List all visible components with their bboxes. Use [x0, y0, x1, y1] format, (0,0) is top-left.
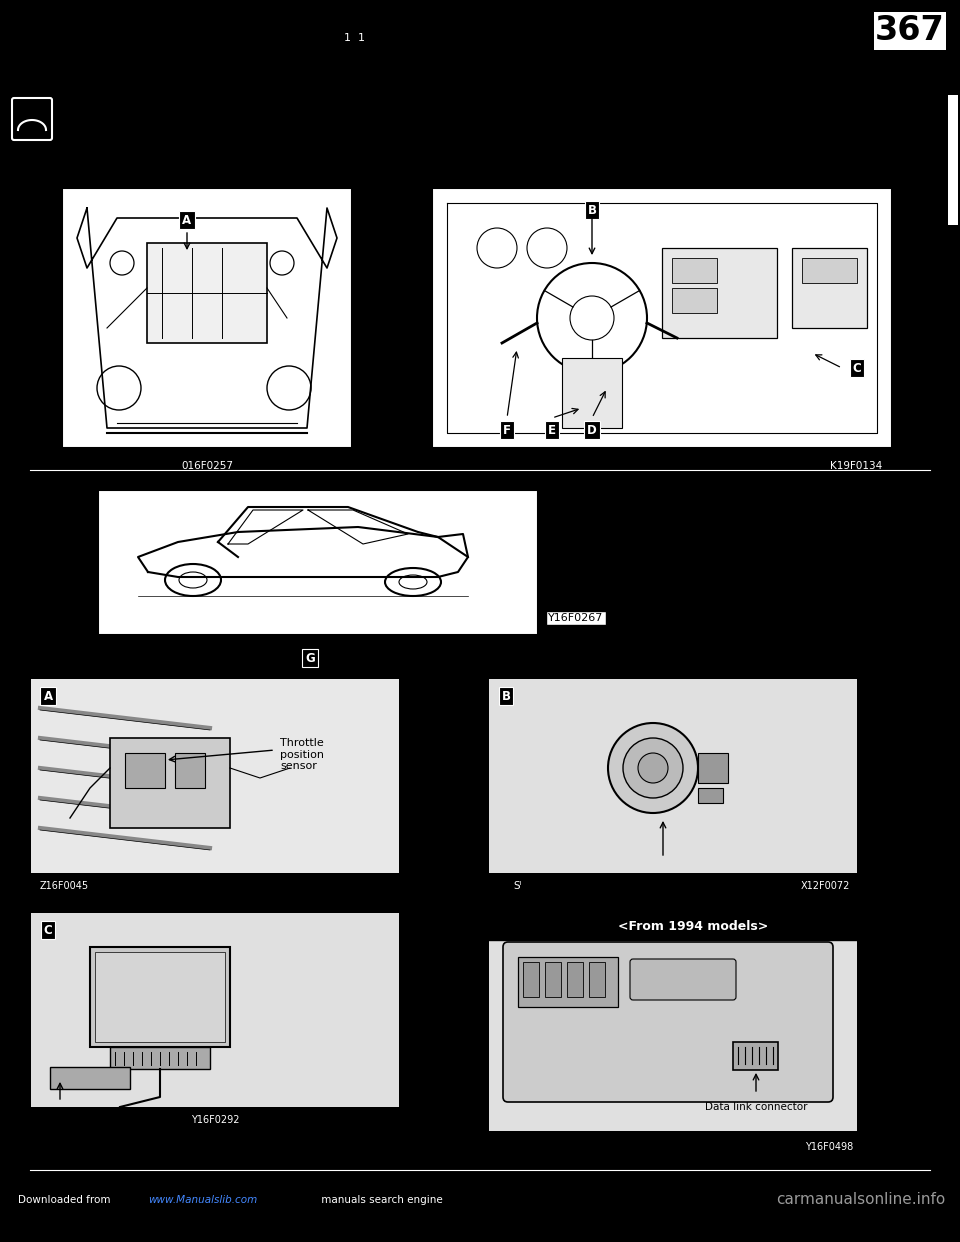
- Bar: [30, 678, 400, 898]
- Text: manuals search engine: manuals search engine: [318, 1195, 443, 1205]
- Bar: [733, 1042, 778, 1071]
- Bar: [489, 679, 857, 897]
- Text: D: D: [501, 919, 511, 933]
- Circle shape: [638, 753, 668, 782]
- Bar: [0, 1170, 960, 1242]
- Text: Z16F0045: Z16F0045: [40, 886, 89, 895]
- Bar: [802, 258, 857, 283]
- FancyBboxPatch shape: [630, 959, 736, 1000]
- Bar: [98, 491, 538, 635]
- Bar: [125, 753, 165, 787]
- Text: C: C: [852, 361, 861, 375]
- Bar: [50, 1067, 130, 1089]
- Bar: [31, 913, 399, 1131]
- Text: carmanualsonline.info: carmanualsonline.info: [776, 1192, 945, 1207]
- Bar: [147, 243, 267, 343]
- Bar: [488, 912, 858, 1131]
- Text: K19F0134: K19F0134: [829, 461, 882, 471]
- Bar: [545, 963, 561, 997]
- Bar: [672, 258, 717, 283]
- Circle shape: [623, 738, 683, 799]
- Text: Throttle
position
sensor: Throttle position sensor: [280, 738, 324, 771]
- Bar: [90, 946, 230, 1047]
- Bar: [489, 913, 857, 1131]
- Text: <From 1994 models>: <From 1994 models>: [618, 919, 768, 933]
- FancyBboxPatch shape: [503, 941, 833, 1102]
- Bar: [562, 358, 622, 428]
- Bar: [31, 679, 399, 897]
- Text: Y16F0292: Y16F0292: [191, 1115, 239, 1125]
- Text: www.Manualslib.com: www.Manualslib.com: [148, 1195, 257, 1205]
- Text: D: D: [588, 424, 597, 436]
- Text: B: B: [588, 204, 596, 216]
- Bar: [488, 678, 858, 898]
- Bar: [30, 1107, 400, 1131]
- Bar: [698, 787, 723, 804]
- Bar: [110, 1047, 210, 1069]
- Text: F: F: [503, 424, 511, 436]
- Bar: [948, 94, 958, 225]
- FancyBboxPatch shape: [12, 98, 52, 140]
- Text: 367: 367: [876, 15, 945, 47]
- Bar: [698, 753, 728, 782]
- Text: B: B: [501, 689, 511, 703]
- Bar: [518, 958, 618, 1007]
- Bar: [30, 912, 400, 1131]
- Bar: [589, 963, 605, 997]
- Text: G: G: [305, 652, 315, 664]
- Bar: [432, 188, 892, 448]
- Text: Downloaded from: Downloaded from: [18, 1195, 113, 1205]
- Bar: [62, 188, 352, 448]
- Bar: [672, 288, 717, 313]
- Bar: [175, 753, 205, 787]
- Text: C: C: [43, 924, 53, 936]
- Text: Data link connector: Data link connector: [705, 1102, 807, 1112]
- Bar: [662, 248, 777, 338]
- Bar: [523, 963, 539, 997]
- Text: A: A: [43, 689, 53, 703]
- Bar: [110, 738, 230, 828]
- Text: A: A: [182, 214, 192, 226]
- Text: Sᴵ: Sᴵ: [514, 881, 522, 891]
- Text: E: E: [548, 424, 556, 436]
- Bar: [792, 248, 867, 328]
- Bar: [0, 0, 960, 62]
- Text: 016F0257: 016F0257: [181, 461, 233, 471]
- Text: X12F0072: X12F0072: [801, 881, 850, 891]
- Bar: [95, 953, 225, 1042]
- Bar: [488, 912, 858, 940]
- Bar: [488, 873, 858, 898]
- Text: Y16F0498: Y16F0498: [804, 1141, 853, 1153]
- Bar: [30, 873, 400, 898]
- Bar: [567, 963, 583, 997]
- Bar: [874, 12, 946, 50]
- Circle shape: [608, 723, 698, 814]
- Text: Y16F0267: Y16F0267: [548, 614, 604, 623]
- Text: 1  1: 1 1: [345, 34, 366, 43]
- Text: Z16F0045: Z16F0045: [40, 881, 89, 891]
- Text: Engine control: Engine control: [20, 1110, 100, 1120]
